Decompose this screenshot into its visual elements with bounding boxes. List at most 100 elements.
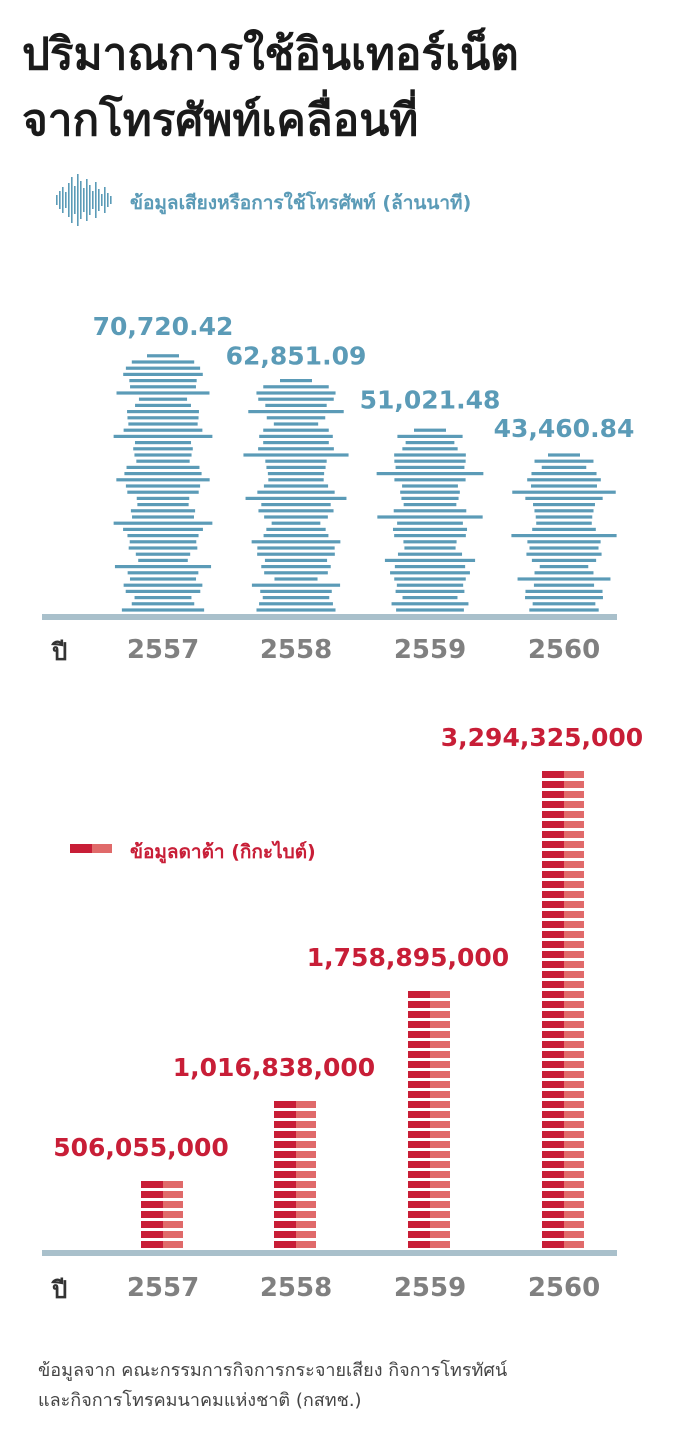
data-brick-light — [296, 1101, 316, 1108]
data-brick-dark — [542, 951, 564, 958]
voice-bar-line — [123, 583, 203, 587]
voice-bar-line — [134, 453, 192, 457]
data-brick-dark — [542, 771, 564, 778]
voice-bar-line — [548, 453, 580, 457]
data-brick-light — [564, 1241, 584, 1248]
voice-bar-line — [403, 503, 457, 507]
footer-line-2: และกิจการโทรคมนาคมแห่งชาติ (กสทช.) — [38, 1390, 362, 1411]
data-brick-light — [564, 771, 584, 778]
voice-bar-line — [147, 354, 179, 358]
voice-bar-line — [394, 534, 466, 538]
voice-bar-line — [129, 577, 197, 581]
data-brick-light — [564, 1001, 584, 1008]
data-brick-dark — [542, 1111, 564, 1118]
data-brick-dark — [542, 921, 564, 928]
voice-bar-line — [266, 465, 326, 469]
data-brick-light — [564, 1171, 584, 1178]
data-brick-light — [430, 1221, 450, 1228]
data-brick-dark — [408, 1081, 430, 1088]
data-brick-dark — [542, 1211, 564, 1218]
data-brick-light — [296, 1121, 316, 1128]
voice-bar-line — [541, 465, 587, 469]
voice-bar-line — [274, 577, 318, 581]
voice-bar-line — [116, 478, 210, 482]
voice-bar-line — [125, 589, 201, 593]
data-brick-dark — [542, 791, 564, 798]
data-brick-dark — [408, 1141, 430, 1148]
voice-bar-line — [259, 602, 333, 606]
voice-bar-line — [394, 577, 466, 581]
data-brick-dark — [542, 1191, 564, 1198]
data-brick-light — [430, 1031, 450, 1038]
source-footer: ข้อมูลจาก คณะกรรมการกิจการกระจายเสียง กิ… — [38, 1356, 693, 1416]
data-value-label-2557: 506,055,000 — [53, 1133, 229, 1162]
data-brick-light — [564, 911, 584, 918]
voice-bar-line — [403, 540, 457, 544]
voice-bar-line — [376, 472, 484, 476]
voice-bar-line — [394, 565, 466, 569]
data-brick-light — [296, 1201, 316, 1208]
data-xaxis-label: ปี — [51, 1276, 67, 1304]
data-brick-light — [564, 851, 584, 858]
data-brick-light — [564, 811, 584, 818]
voice-bar-line — [527, 540, 601, 544]
voice-bar-line — [268, 478, 324, 482]
wave-stroke — [71, 177, 73, 223]
voice-bar-line — [124, 472, 202, 476]
voice-bar-line — [402, 596, 458, 600]
data-brick-dark — [274, 1241, 296, 1248]
data-brick-dark — [408, 1171, 430, 1178]
page-title: ปริมาณการใช้อินเทอร์เน็ต จากโทรศัพท์เคลื… — [22, 22, 682, 154]
data-brick-dark — [408, 1151, 430, 1158]
voice-bar-line — [390, 571, 470, 575]
data-brick-light — [564, 871, 584, 878]
voice-bar-line — [539, 565, 589, 569]
data-value-label-2559: 1,758,895,000 — [307, 943, 509, 972]
voice-bar-line — [525, 589, 603, 593]
data-brick-dark — [542, 821, 564, 828]
voice-bar-line — [534, 509, 594, 513]
footer-line-1: ข้อมูลจาก คณะกรรมการกิจการกระจายเสียง กิ… — [38, 1360, 508, 1381]
title-line-2: จากโทรศัพท์เคลื่อนที่ — [22, 95, 419, 146]
wave-stroke — [107, 193, 109, 207]
data-brick-light — [564, 861, 584, 868]
data-legend: ข้อมูลดาต้า (กิกะไบต์) — [68, 832, 388, 866]
data-brick-light — [296, 1151, 316, 1158]
data-brick-light — [564, 951, 584, 958]
data-brick-dark — [274, 1131, 296, 1138]
data-bar-2560 — [542, 771, 584, 1248]
data-bar-2557 — [141, 1181, 183, 1248]
voice-bar-line — [133, 447, 193, 451]
voice-bar-line — [130, 385, 196, 389]
voice-bar-line — [265, 403, 327, 407]
voice-bar-line — [532, 602, 596, 606]
data-brick-dark — [408, 1181, 430, 1188]
data-brick-light — [564, 1221, 584, 1228]
data-brick-light — [564, 1191, 584, 1198]
data-brick-light — [296, 1161, 316, 1168]
data-brick-dark — [141, 1211, 163, 1218]
data-brick-dark — [408, 1001, 430, 1008]
voice-bar-line — [280, 379, 312, 383]
voice-bar-line — [396, 583, 464, 587]
voice-bar-line — [534, 571, 594, 575]
data-brick-light — [564, 821, 584, 828]
data-brick-light — [296, 1231, 316, 1238]
data-brick-dark — [542, 961, 564, 968]
data-brick-light — [564, 961, 584, 968]
voice-bar-line — [245, 496, 347, 500]
data-brick-light — [564, 1161, 584, 1168]
data-brick-light — [564, 1181, 584, 1188]
data-brick-light — [564, 1101, 584, 1108]
data-brick-dark — [408, 1091, 430, 1098]
data-brick-light — [564, 921, 584, 928]
data-brick-dark — [542, 971, 564, 978]
voice-bar-line — [533, 503, 595, 507]
data-brick-dark — [408, 1051, 430, 1058]
title-line-1: ปริมาณการใช้อินเทอร์เน็ต — [22, 29, 519, 80]
data-brick-dark — [542, 941, 564, 948]
voice-bar-line — [526, 552, 602, 556]
wave-stroke — [101, 194, 103, 206]
voice-bar-line — [257, 552, 335, 556]
voice-value-label-2559: 51,021.48 — [360, 386, 501, 415]
